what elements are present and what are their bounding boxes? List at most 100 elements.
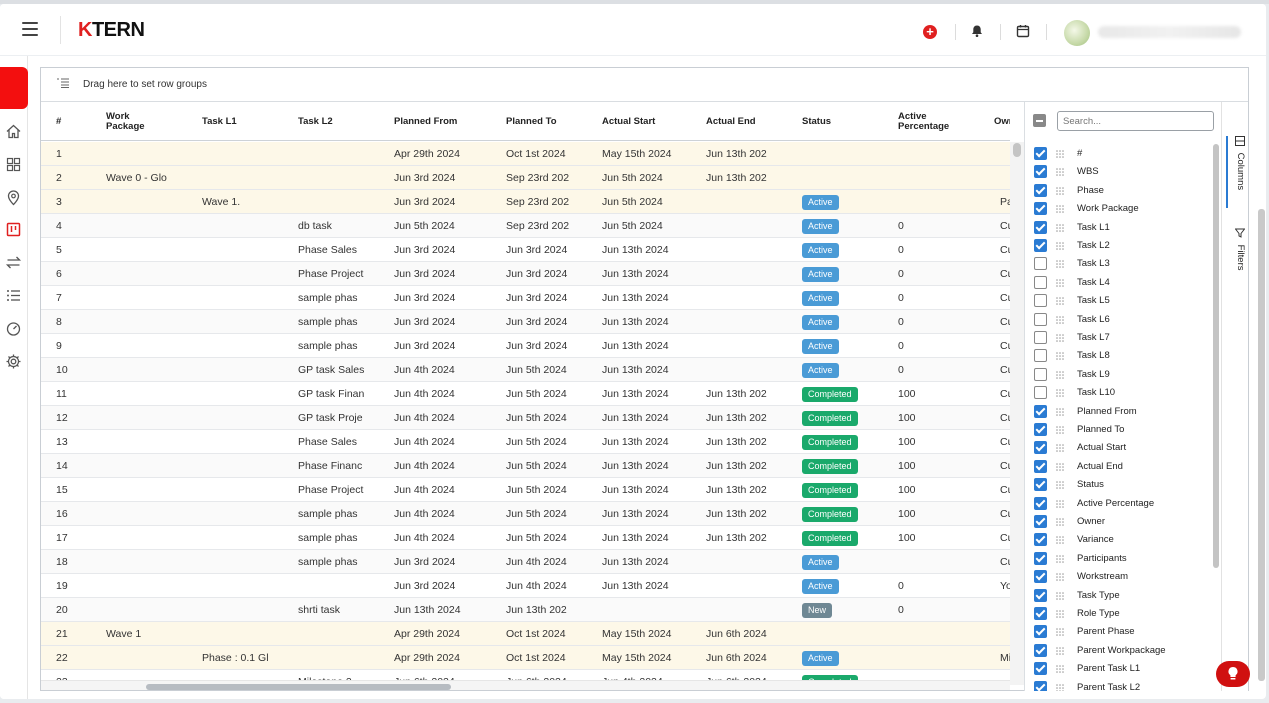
actual-end-cell[interactable] [706, 310, 798, 334]
drag-handle-icon[interactable] [1056, 554, 1064, 563]
active-percentage-cell[interactable]: 100 [898, 484, 916, 496]
task-l1-cell[interactable] [202, 166, 292, 190]
column-checkbox[interactable] [1034, 386, 1047, 400]
task-l1-cell[interactable] [202, 334, 292, 358]
drag-handle-icon[interactable] [1056, 665, 1064, 673]
work-package-cell[interactable]: Wave 0 - Glo [106, 172, 167, 184]
owner-cell[interactable]: Cu [1000, 388, 1010, 400]
row-number[interactable]: 3 [56, 196, 62, 208]
planned-from-cell[interactable]: Apr 29th 2024 [394, 628, 460, 640]
task-l2-cell[interactable]: Phase Project [298, 484, 364, 496]
work-package-cell[interactable] [106, 526, 196, 550]
table-row[interactable]: 4 db task Jun 5th 2024 Sep 23rd 202 Jun 5th … [41, 214, 1010, 238]
task-l2-cell[interactable] [298, 646, 388, 670]
owner-cell[interactable] [1000, 142, 1010, 166]
drag-handle-icon[interactable] [1056, 573, 1064, 581]
actual-start-cell[interactable]: Jun 13th 2024 [602, 412, 669, 424]
planned-from-cell[interactable]: Jun 4th 2024 [394, 436, 455, 448]
column-toggle-item[interactable]: Task L4 [1025, 274, 1210, 292]
page-scrollbar[interactable] [1258, 209, 1265, 681]
column-search-input[interactable] [1057, 111, 1214, 131]
owner-cell[interactable]: Cu [1000, 244, 1010, 256]
col-header-planned-from[interactable]: Planned From [394, 115, 458, 127]
owner-cell[interactable]: Yo [1000, 580, 1010, 592]
task-l2-cell[interactable]: GP task Proje [298, 412, 363, 424]
column-toggle-item[interactable]: Task Type [1025, 587, 1210, 605]
drag-handle-icon[interactable] [1056, 223, 1064, 232]
actual-start-cell[interactable]: Jun 13th 2024 [602, 244, 669, 256]
table-row[interactable]: 13 Phase Sales Jun 4th 2024 Jun 5th 2024 Jun… [41, 430, 1010, 454]
table-row[interactable]: 8 sample phas Jun 3rd 2024 Jun 3rd 2024 Jun … [41, 310, 1010, 334]
tab-filters[interactable]: Filters [1226, 228, 1246, 288]
planned-to-cell[interactable]: Jun 5th 2024 [506, 436, 567, 448]
planned-from-cell[interactable]: Apr 29th 2024 [394, 652, 460, 664]
owner-cell[interactable]: Cu [1000, 436, 1010, 448]
planned-to-cell[interactable]: Oct 1st 2024 [506, 652, 566, 664]
task-l1-cell[interactable] [202, 502, 292, 526]
actual-end-cell[interactable]: Jun 13th 202 [706, 388, 767, 400]
planned-from-cell[interactable]: Jun 4th 2024 [394, 460, 455, 472]
row-number[interactable]: 13 [56, 436, 68, 448]
drag-handle-icon[interactable] [1056, 462, 1064, 471]
planned-to-cell[interactable]: Sep 23rd 202 [506, 220, 570, 232]
actual-end-cell[interactable]: Jun 13th 202 [706, 484, 767, 496]
task-l1-cell[interactable]: Phase : 0.1 Gl [202, 652, 269, 664]
actual-end-cell[interactable] [706, 334, 798, 358]
task-l1-cell[interactable] [202, 574, 292, 598]
column-checkbox[interactable] [1034, 202, 1047, 216]
planned-to-cell[interactable]: Jun 5th 2024 [506, 388, 567, 400]
planned-from-cell[interactable]: Jun 5th 2024 [394, 220, 455, 232]
table-row[interactable]: 5 Phase Sales Jun 3rd 2024 Jun 3rd 2024 Jun … [41, 238, 1010, 262]
work-package-cell[interactable] [106, 550, 196, 574]
actual-start-cell[interactable]: Jun 13th 2024 [602, 340, 669, 352]
column-checkbox[interactable] [1034, 551, 1047, 565]
task-l2-cell[interactable]: sample phas [298, 292, 358, 304]
drag-handle-icon[interactable] [1056, 242, 1064, 250]
actual-start-cell[interactable]: Jun 5th 2024 [602, 172, 663, 184]
planned-to-cell[interactable]: Jun 5th 2024 [506, 364, 567, 376]
column-checkbox[interactable] [1034, 404, 1047, 418]
row-number[interactable]: 11 [56, 388, 67, 400]
planned-to-cell[interactable]: Jun 5th 2024 [506, 484, 567, 496]
column-checkbox[interactable] [1034, 515, 1047, 528]
planned-from-cell[interactable]: Jun 4th 2024 [394, 388, 455, 400]
row-number[interactable]: 15 [56, 484, 68, 496]
task-l1-cell[interactable] [202, 262, 292, 286]
work-package-cell[interactable] [106, 502, 196, 526]
drag-handle-icon[interactable] [1056, 352, 1064, 361]
actual-start-cell[interactable]: Jun 5th 2024 [602, 196, 663, 208]
task-l1-cell[interactable] [202, 526, 292, 550]
active-percentage-cell[interactable]: 0 [898, 268, 904, 280]
avatar[interactable] [1064, 20, 1090, 46]
task-l1-cell[interactable] [202, 238, 292, 262]
actual-start-cell[interactable]: Jun 13th 2024 [602, 484, 669, 496]
active-percentage-cell[interactable]: 100 [898, 436, 916, 448]
drag-handle-icon[interactable] [1056, 370, 1064, 379]
column-toggle-item[interactable]: Status [1025, 476, 1210, 494]
task-l2-cell[interactable]: sample phas [298, 532, 358, 544]
owner-cell[interactable]: Cu [1000, 484, 1010, 496]
calendar-icon[interactable] [1016, 24, 1030, 38]
task-l2-cell[interactable]: db task [298, 220, 332, 232]
owner-cell[interactable]: Cu [1000, 364, 1010, 376]
task-l2-cell[interactable]: sample phas [298, 508, 358, 520]
owner-cell[interactable]: Cu [1000, 508, 1010, 520]
row-number[interactable]: 18 [56, 556, 68, 568]
task-l1-cell[interactable] [202, 406, 292, 430]
grid-horizontal-scrollbar[interactable] [41, 680, 1010, 690]
owner-cell[interactable]: Cu [1000, 460, 1010, 472]
actual-start-cell[interactable]: May 15th 2024 [602, 628, 672, 640]
drag-handle-icon[interactable] [1056, 334, 1064, 342]
row-number[interactable]: 2 [56, 172, 62, 184]
actual-start-cell[interactable]: Jun 5th 2024 [602, 220, 663, 232]
planned-from-cell[interactable]: Apr 29th 2024 [394, 148, 460, 160]
owner-cell[interactable]: Cu [1000, 316, 1010, 328]
actual-end-cell[interactable] [706, 598, 798, 622]
column-toggle-item[interactable]: Work Package [1025, 200, 1210, 218]
task-l2-cell[interactable]: Phase Sales [298, 244, 357, 256]
drag-handle-icon[interactable] [1056, 444, 1064, 453]
home-icon[interactable] [5, 123, 22, 140]
table-row[interactable]: 14 Phase Financ Jun 4th 2024 Jun 5th 2024 Ju… [41, 454, 1010, 478]
planned-from-cell[interactable]: Jun 3rd 2024 [394, 268, 456, 280]
planned-from-cell[interactable]: Jun 4th 2024 [394, 508, 455, 520]
